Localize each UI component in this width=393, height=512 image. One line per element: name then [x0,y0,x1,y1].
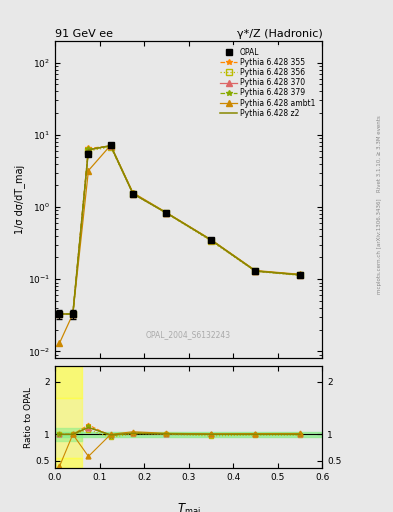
Pythia 6.428 z2 [298,272,302,278]
Text: γ*/Z (Hadronic): γ*/Z (Hadronic) [237,29,322,39]
Pythia 6.428 ambt1 [108,142,113,148]
Pythia 6.428 z2 [164,210,169,216]
Pythia 6.428 z2 [253,268,258,274]
Pythia 6.428 355 [253,268,258,274]
Pythia 6.428 ambt1 [130,189,135,196]
Pythia 6.428 370 [253,268,258,274]
Pythia 6.428 ambt1 [253,267,258,273]
Line: Pythia 6.428 z2: Pythia 6.428 z2 [59,145,300,314]
Pythia 6.428 379 [70,311,75,317]
Pythia 6.428 355 [86,145,91,152]
Pythia 6.428 ambt1 [164,209,169,216]
Line: Pythia 6.428 356: Pythia 6.428 356 [57,144,303,317]
Pythia 6.428 z2 [108,142,113,148]
Text: mcplots.cern.ch [arXiv:1306.3436]: mcplots.cern.ch [arXiv:1306.3436] [377,198,382,293]
Pythia 6.428 370 [70,311,75,317]
Y-axis label: Ratio to OPAL: Ratio to OPAL [24,387,33,448]
Text: 91 GeV ee: 91 GeV ee [55,29,113,39]
Pythia 6.428 z2 [57,311,62,317]
Pythia 6.428 356 [57,311,62,317]
Line: Pythia 6.428 355: Pythia 6.428 355 [57,143,303,317]
Pythia 6.428 370 [164,210,169,216]
Pythia 6.428 370 [57,311,62,317]
Pythia 6.428 355 [164,210,169,216]
Pythia 6.428 z2 [86,147,91,153]
Pythia 6.428 355 [57,311,62,317]
Pythia 6.428 ambt1 [86,167,91,174]
Line: Pythia 6.428 370: Pythia 6.428 370 [57,143,303,317]
Pythia 6.428 355 [298,272,302,278]
Pythia 6.428 355 [108,143,113,149]
Y-axis label: 1/σ dσ/dT_maj: 1/σ dσ/dT_maj [14,165,25,234]
Pythia 6.428 z2 [209,237,213,243]
Line: Pythia 6.428 ambt1: Pythia 6.428 ambt1 [57,142,303,346]
Text: Rivet 3.1.10, ≥ 3.3M events: Rivet 3.1.10, ≥ 3.3M events [377,115,382,192]
Pythia 6.428 355 [209,237,213,243]
Pythia 6.428 379 [130,190,135,197]
Pythia 6.428 379 [209,237,213,243]
Pythia 6.428 379 [164,210,169,216]
Pythia 6.428 379 [298,272,302,278]
Pythia 6.428 z2 [70,311,75,317]
Pythia 6.428 356 [130,191,135,197]
Pythia 6.428 355 [70,311,75,317]
Line: Pythia 6.428 379: Pythia 6.428 379 [57,143,303,317]
Pythia 6.428 356 [108,144,113,150]
Pythia 6.428 ambt1 [57,340,62,346]
Text: $T_{\mathrm{maj}}$: $T_{\mathrm{maj}}$ [177,501,200,512]
Pythia 6.428 ambt1 [70,311,75,317]
Pythia 6.428 356 [209,238,213,244]
Pythia 6.428 ambt1 [298,271,302,278]
Pythia 6.428 370 [130,190,135,197]
Pythia 6.428 ambt1 [209,237,213,243]
Pythia 6.428 370 [86,147,91,153]
Legend: OPAL, Pythia 6.428 355, Pythia 6.428 356, Pythia 6.428 370, Pythia 6.428 379, Py: OPAL, Pythia 6.428 355, Pythia 6.428 356… [217,45,318,121]
Pythia 6.428 379 [57,311,62,317]
Pythia 6.428 370 [108,142,113,148]
Text: OPAL_2004_S6132243: OPAL_2004_S6132243 [146,330,231,339]
Pythia 6.428 356 [86,148,91,154]
Pythia 6.428 370 [209,237,213,243]
Pythia 6.428 379 [108,143,113,149]
Pythia 6.428 z2 [130,190,135,197]
Pythia 6.428 356 [70,311,75,317]
Pythia 6.428 356 [298,272,302,279]
Pythia 6.428 379 [253,268,258,274]
Pythia 6.428 379 [86,146,91,153]
Pythia 6.428 356 [164,210,169,217]
Pythia 6.428 356 [253,268,258,274]
Pythia 6.428 370 [298,272,302,278]
Pythia 6.428 355 [130,190,135,197]
